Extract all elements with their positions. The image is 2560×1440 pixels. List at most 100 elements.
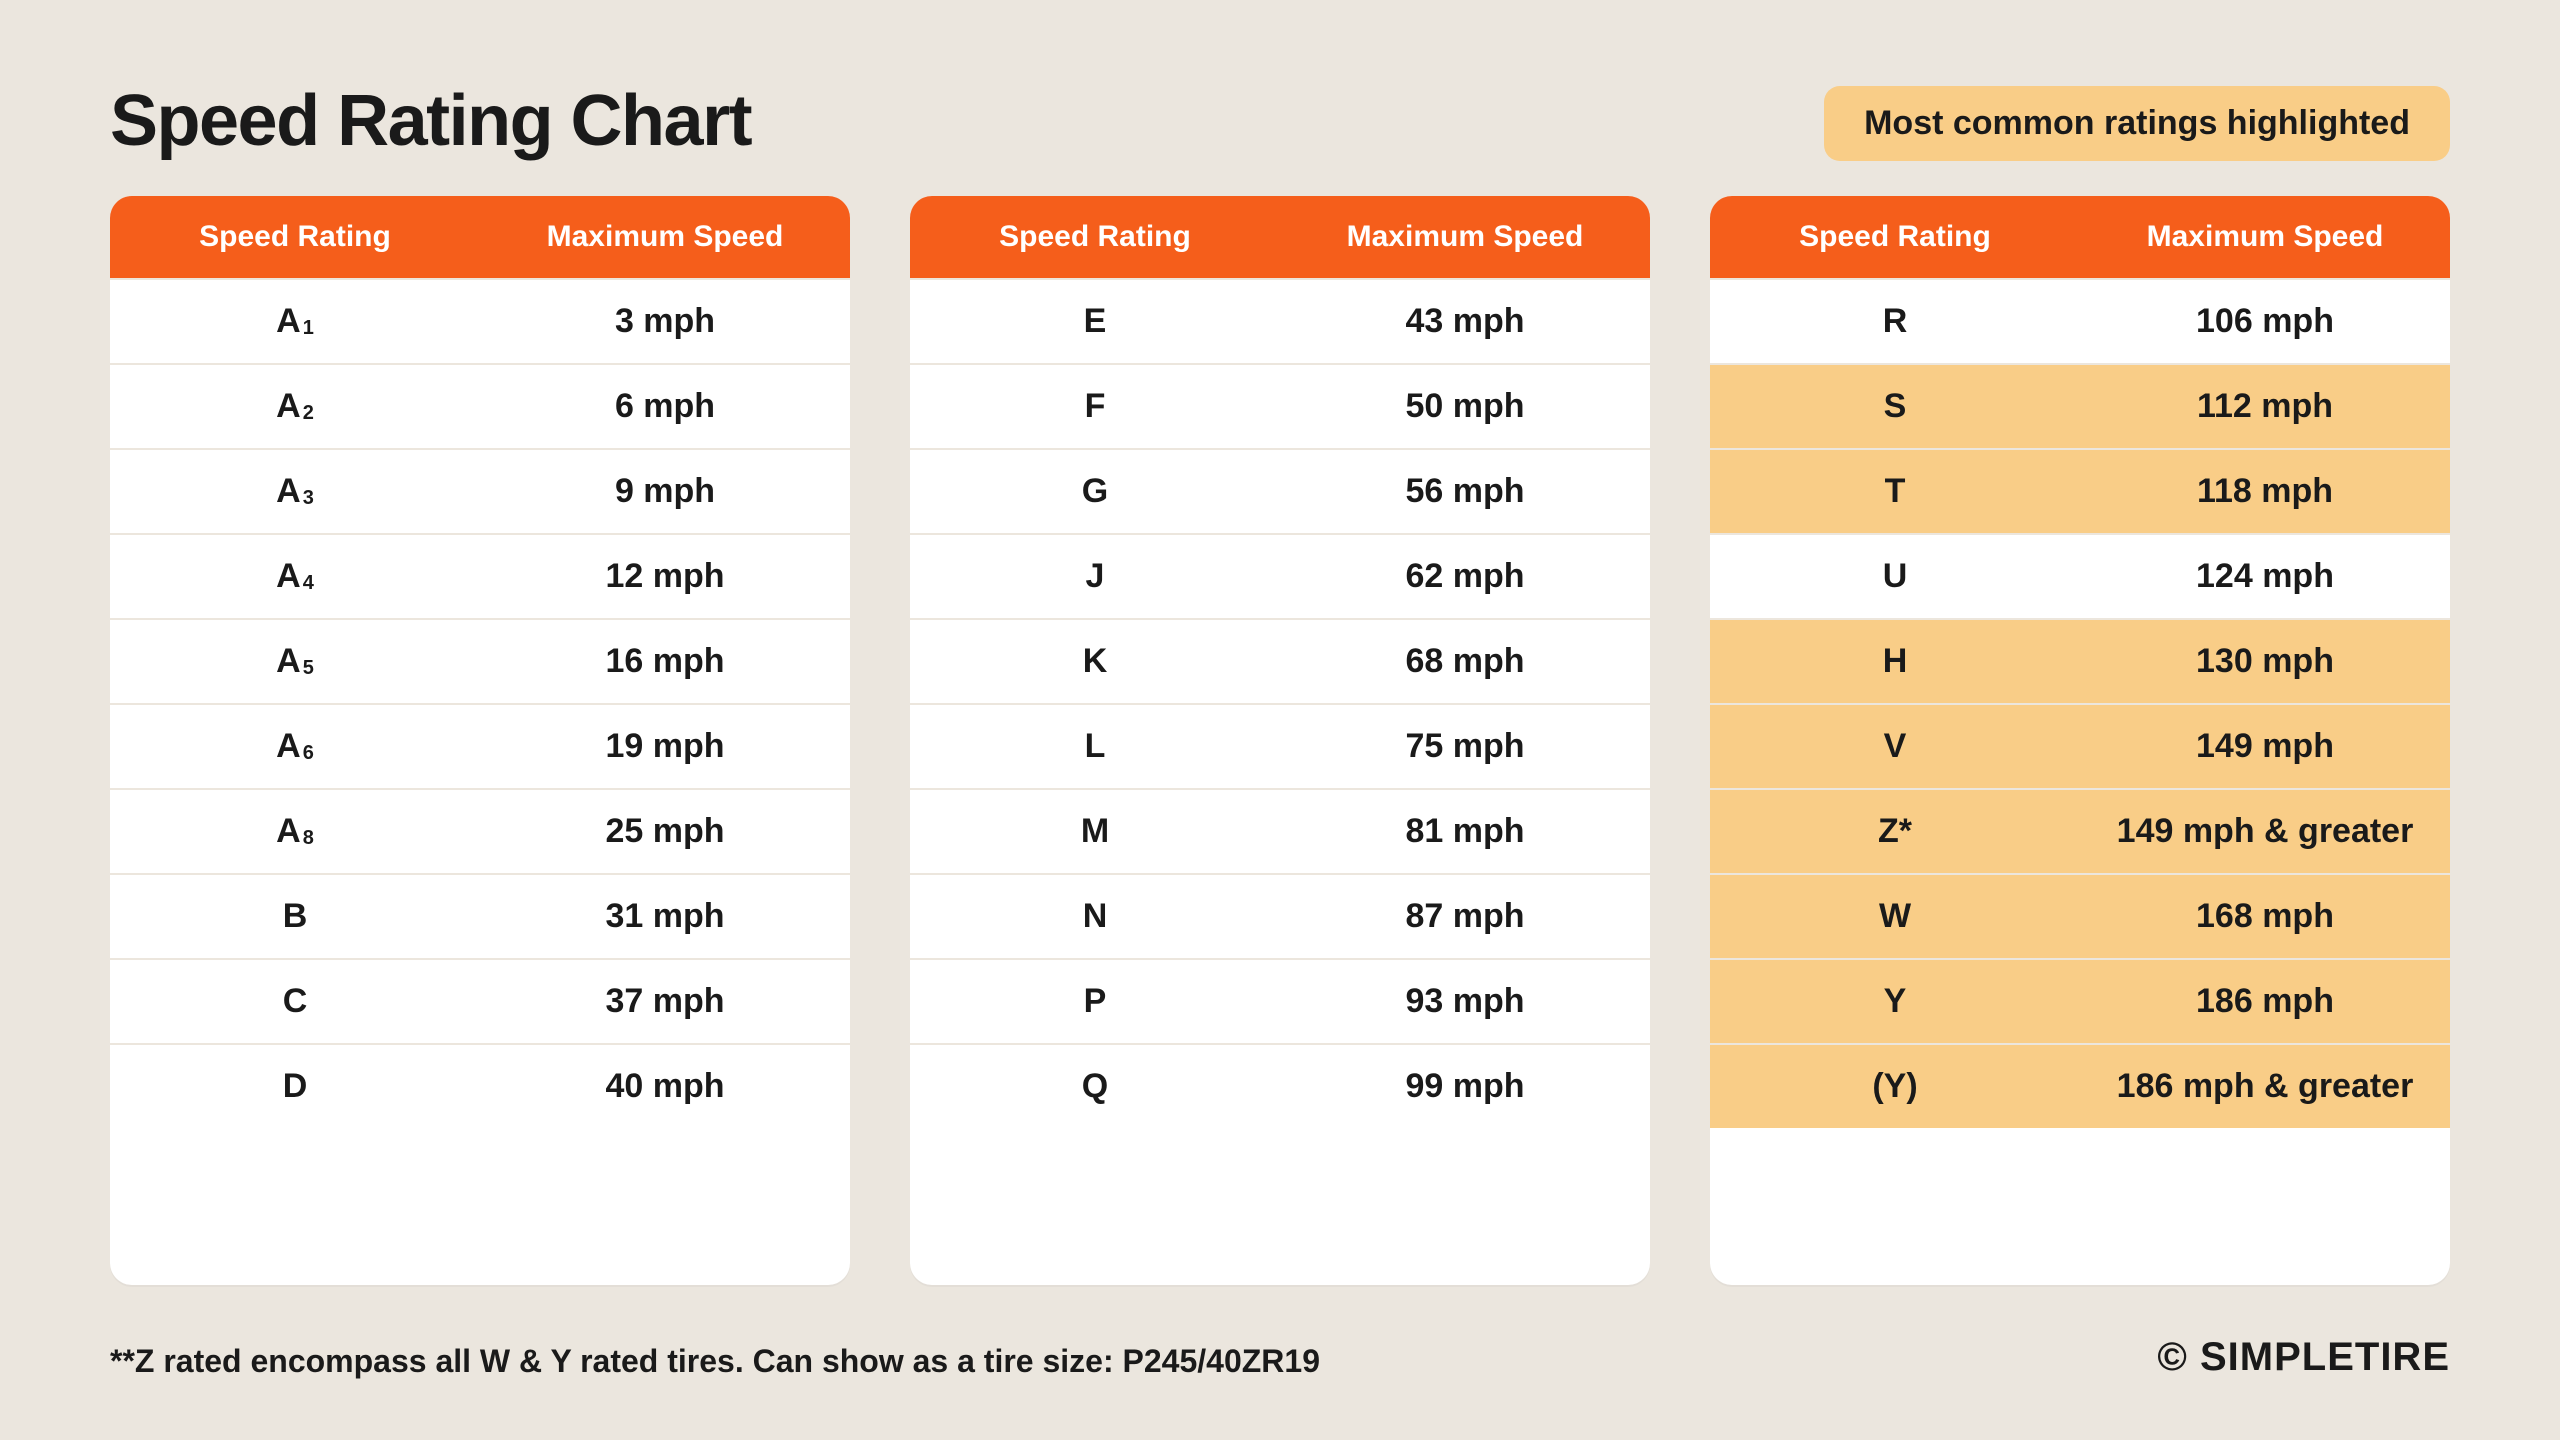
speed-cell: 16 mph bbox=[480, 620, 850, 703]
rating-cell: E bbox=[910, 280, 1280, 363]
header-row: Speed Rating Chart Most common ratings h… bbox=[110, 80, 2450, 162]
column-header: Speed Rating bbox=[1710, 196, 2080, 278]
table-row: R106 mph bbox=[1710, 278, 2450, 363]
table-row: A26 mph bbox=[110, 363, 850, 448]
table-row: H130 mph bbox=[1710, 618, 2450, 703]
table-row: B31 mph bbox=[110, 873, 850, 958]
rating-cell: N bbox=[910, 875, 1280, 958]
rating-cell: M bbox=[910, 790, 1280, 873]
rating-cell: Z* bbox=[1710, 790, 2080, 873]
footnote-text: **Z rated encompass all W & Y rated tire… bbox=[110, 1343, 1320, 1380]
speed-cell: 25 mph bbox=[480, 790, 850, 873]
speed-cell: 12 mph bbox=[480, 535, 850, 618]
speed-cell: 37 mph bbox=[480, 960, 850, 1043]
table-row: G56 mph bbox=[910, 448, 1650, 533]
table-row: Q99 mph bbox=[910, 1043, 1650, 1128]
speed-cell: 149 mph & greater bbox=[2080, 790, 2450, 873]
speed-cell: 130 mph bbox=[2080, 620, 2450, 703]
rating-cell: R bbox=[1710, 280, 2080, 363]
table-row: D40 mph bbox=[110, 1043, 850, 1128]
rating-cell: C bbox=[110, 960, 480, 1043]
rating-cell: A3 bbox=[110, 450, 480, 533]
table-row: A13 mph bbox=[110, 278, 850, 363]
rating-cell: B bbox=[110, 875, 480, 958]
rating-subscript: 8 bbox=[303, 827, 314, 849]
rating-subscript: 1 bbox=[303, 317, 314, 339]
rating-cell: A8 bbox=[110, 790, 480, 873]
column-header: Maximum Speed bbox=[480, 196, 850, 278]
table-row: T118 mph bbox=[1710, 448, 2450, 533]
rating-cell: A4 bbox=[110, 535, 480, 618]
speed-cell: 149 mph bbox=[2080, 705, 2450, 788]
speed-cell: 124 mph bbox=[2080, 535, 2450, 618]
speed-cell: 31 mph bbox=[480, 875, 850, 958]
tables-container: Speed RatingMaximum SpeedA13 mphA26 mphA… bbox=[110, 196, 2450, 1285]
speed-cell: 99 mph bbox=[1280, 1045, 1650, 1128]
rating-cell: H bbox=[1710, 620, 2080, 703]
table-row: P93 mph bbox=[910, 958, 1650, 1043]
speed-cell: 43 mph bbox=[1280, 280, 1650, 363]
table-header: Speed RatingMaximum Speed bbox=[910, 196, 1650, 278]
table-row: A39 mph bbox=[110, 448, 850, 533]
speed-cell: 75 mph bbox=[1280, 705, 1650, 788]
table-row: E43 mph bbox=[910, 278, 1650, 363]
table-row: F50 mph bbox=[910, 363, 1650, 448]
rating-subscript: 3 bbox=[303, 487, 314, 509]
speed-cell: 118 mph bbox=[2080, 450, 2450, 533]
table-row: C37 mph bbox=[110, 958, 850, 1043]
rating-cell: U bbox=[1710, 535, 2080, 618]
table-row: M81 mph bbox=[910, 788, 1650, 873]
speed-cell: 19 mph bbox=[480, 705, 850, 788]
rating-cell: T bbox=[1710, 450, 2080, 533]
page-title: Speed Rating Chart bbox=[110, 80, 751, 162]
rating-cell: A6 bbox=[110, 705, 480, 788]
table-row: J62 mph bbox=[910, 533, 1650, 618]
table-row: A516 mph bbox=[110, 618, 850, 703]
speed-cell: 87 mph bbox=[1280, 875, 1650, 958]
table-row: A619 mph bbox=[110, 703, 850, 788]
rating-subscript: 6 bbox=[303, 742, 314, 764]
table-row: U124 mph bbox=[1710, 533, 2450, 618]
column-header: Maximum Speed bbox=[1280, 196, 1650, 278]
footer-row: **Z rated encompass all W & Y rated tire… bbox=[110, 1335, 2450, 1380]
speed-cell: 9 mph bbox=[480, 450, 850, 533]
rating-cell: Y bbox=[1710, 960, 2080, 1043]
column-header: Speed Rating bbox=[110, 196, 480, 278]
table-row: K68 mph bbox=[910, 618, 1650, 703]
speed-cell: 186 mph bbox=[2080, 960, 2450, 1043]
brand-label: © SIMPLETIRE bbox=[2157, 1335, 2450, 1380]
speed-cell: 62 mph bbox=[1280, 535, 1650, 618]
rating-cell: L bbox=[910, 705, 1280, 788]
speed-cell: 168 mph bbox=[2080, 875, 2450, 958]
table-row: L75 mph bbox=[910, 703, 1650, 788]
table-row: W168 mph bbox=[1710, 873, 2450, 958]
speed-cell: 112 mph bbox=[2080, 365, 2450, 448]
rating-cell: Q bbox=[910, 1045, 1280, 1128]
table-row: (Y)186 mph & greater bbox=[1710, 1043, 2450, 1128]
rating-cell: G bbox=[910, 450, 1280, 533]
speed-rating-table: Speed RatingMaximum SpeedA13 mphA26 mphA… bbox=[110, 196, 850, 1285]
rating-subscript: 4 bbox=[303, 572, 314, 594]
speed-cell: 6 mph bbox=[480, 365, 850, 448]
table-row: A412 mph bbox=[110, 533, 850, 618]
speed-cell: 40 mph bbox=[480, 1045, 850, 1128]
column-header: Maximum Speed bbox=[2080, 196, 2450, 278]
speed-rating-table: Speed RatingMaximum SpeedE43 mphF50 mphG… bbox=[910, 196, 1650, 1285]
rating-cell: A2 bbox=[110, 365, 480, 448]
table-row: N87 mph bbox=[910, 873, 1650, 958]
rating-cell: V bbox=[1710, 705, 2080, 788]
speed-cell: 93 mph bbox=[1280, 960, 1650, 1043]
table-row: A825 mph bbox=[110, 788, 850, 873]
rating-cell: D bbox=[110, 1045, 480, 1128]
table-row: Y186 mph bbox=[1710, 958, 2450, 1043]
speed-cell: 81 mph bbox=[1280, 790, 1650, 873]
rating-cell: A5 bbox=[110, 620, 480, 703]
table-header: Speed RatingMaximum Speed bbox=[1710, 196, 2450, 278]
legend-badge: Most common ratings highlighted bbox=[1824, 86, 2450, 161]
speed-cell: 3 mph bbox=[480, 280, 850, 363]
column-header: Speed Rating bbox=[910, 196, 1280, 278]
speed-cell: 50 mph bbox=[1280, 365, 1650, 448]
table-row: S112 mph bbox=[1710, 363, 2450, 448]
table-row: Z*149 mph & greater bbox=[1710, 788, 2450, 873]
speed-cell: 56 mph bbox=[1280, 450, 1650, 533]
